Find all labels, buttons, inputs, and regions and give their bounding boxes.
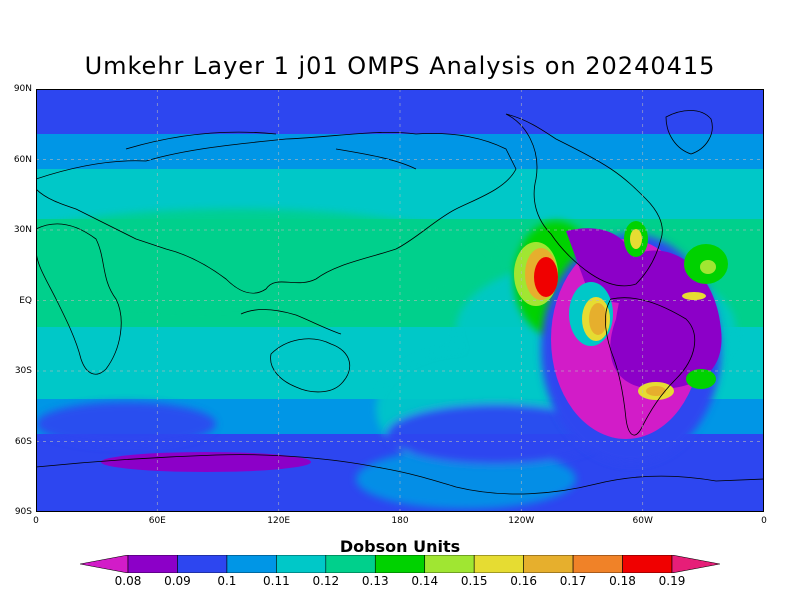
colorbar <box>79 554 721 574</box>
colorbar-box <box>622 554 673 574</box>
colorbar-tick-label: 0.15 <box>460 574 488 588</box>
colorbar-box <box>177 554 228 574</box>
colorbar-tick-label: 0.11 <box>263 574 290 588</box>
colorbar-tick-label: 0.18 <box>609 574 636 588</box>
colorbar-box <box>424 554 475 574</box>
colorbar-tick-label: 0.14 <box>411 574 439 588</box>
colorbar-tick-label: 0.08 <box>114 574 142 588</box>
lon-label-120e: 120E <box>267 516 291 526</box>
colorbar-box <box>127 554 178 574</box>
colorbar-box <box>226 554 277 574</box>
lat-label-90s: 90S <box>14 507 32 517</box>
colorbar-box <box>523 554 574 574</box>
lat-label-60n: 60N <box>13 154 32 165</box>
colorbar-tick-label: 0.12 <box>312 574 340 588</box>
lon-label-120w: 120W <box>508 516 535 526</box>
lon-label-60e: 60E <box>148 516 166 526</box>
lon-label-0-left: 0 <box>33 516 39 526</box>
colorbar-box <box>276 554 327 574</box>
legend-title: Dobson Units <box>339 537 461 556</box>
colorbar-box <box>325 554 376 574</box>
lat-label-30s: 30S <box>14 366 32 376</box>
graticule <box>36 89 764 512</box>
coastlines <box>36 110 764 495</box>
lon-label-60w: 60W <box>632 516 653 526</box>
lon-label-0-right: 0 <box>761 516 767 526</box>
colorbar-box <box>374 554 426 574</box>
lon-label-180: 180 <box>391 516 409 526</box>
colorbar-tick-label: 0.1 <box>217 574 237 588</box>
colorbar-tick-label: 0.17 <box>559 574 587 588</box>
lat-label-30n: 30N <box>13 225 32 235</box>
colorbar-tick-label: 0.16 <box>510 574 537 588</box>
colorbar-arrow-high <box>671 554 721 574</box>
colorbar-arrow-low <box>79 554 129 574</box>
colorbar-box <box>473 554 524 574</box>
colorbar-box <box>572 554 623 574</box>
colorbar-tick-label: 0.13 <box>361 574 389 588</box>
colorbar-tick-label: 0.09 <box>164 574 191 588</box>
ozone-map <box>36 89 764 512</box>
lat-label-90n: 90N <box>13 84 32 94</box>
antarctic-low <box>101 452 311 472</box>
map-title: Umkehr Layer 1 j01 OMPS Analysis on 2024… <box>84 52 716 80</box>
americas-anomaly <box>514 221 728 464</box>
lat-label-60s: 60S <box>14 436 32 447</box>
colorbar-tick-label: 0.19 <box>658 574 686 588</box>
lat-label-eq: EQ <box>19 295 32 306</box>
